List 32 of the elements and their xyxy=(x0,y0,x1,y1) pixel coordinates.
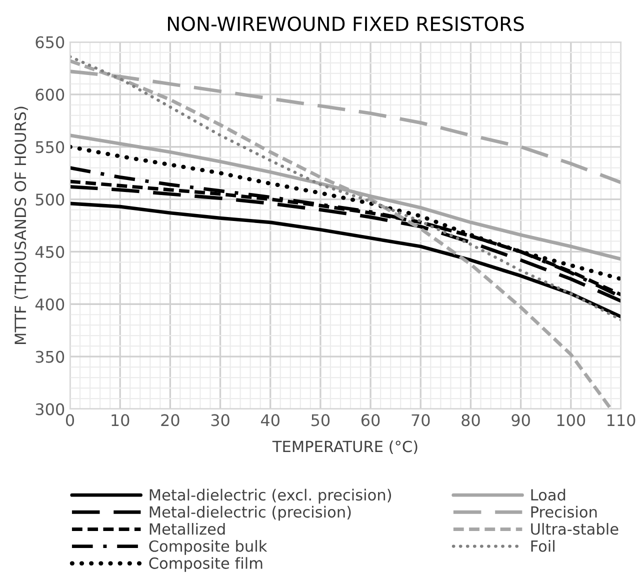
y-tick-label: 650 xyxy=(36,36,64,48)
x-tick-label: 110 xyxy=(608,414,636,426)
legend-label: Metallized xyxy=(150,522,225,535)
legend-label: Load xyxy=(531,488,566,501)
x-tick-label: 30 xyxy=(211,414,230,426)
y-tick-label: 500 xyxy=(36,194,64,206)
x-tick-label: 60 xyxy=(362,414,380,426)
x-axis-title: TEMPERATURE (°C) xyxy=(272,440,418,454)
x-tick-label: 50 xyxy=(312,414,330,426)
legend-label: Ultra-stable xyxy=(531,522,618,535)
y-tick-label: 550 xyxy=(36,141,64,154)
legend-label: Metal-dielectric (precision) xyxy=(150,506,351,521)
legend-label: Metal-dielectric (excl. precision) xyxy=(150,488,391,504)
y-axis-title: MTTF (THOUSANDS OF HOURS) xyxy=(14,106,28,344)
legend-label: Composite bulk xyxy=(149,540,268,555)
x-tick-label: 100 xyxy=(557,414,586,426)
x-tick-label: 70 xyxy=(412,414,430,426)
y-tick-label: 400 xyxy=(35,298,64,310)
x-tick-label: 10 xyxy=(112,414,130,426)
x-tick-label: 90 xyxy=(512,414,530,426)
legend-label: Precision xyxy=(531,506,597,518)
y-tick-label: 350 xyxy=(36,350,64,363)
x-tick-label: 0 xyxy=(66,414,74,426)
chart-title: NON-WIREWOUND FIXED RESISTORS xyxy=(168,16,524,32)
y-tick-label: 600 xyxy=(36,88,64,101)
x-tick-label: 40 xyxy=(260,414,280,426)
x-tick-label: 80 xyxy=(462,414,480,426)
y-tick-label: 300 xyxy=(36,403,64,416)
legend-label: Composite film xyxy=(149,557,262,572)
x-tick-label: 20 xyxy=(161,414,180,426)
legend-label: Foil xyxy=(531,540,554,552)
y-tick-label: 450 xyxy=(35,246,64,258)
